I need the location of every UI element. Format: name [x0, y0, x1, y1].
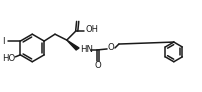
Text: HO: HO	[2, 54, 15, 63]
Text: O: O	[107, 43, 114, 52]
Text: I: I	[2, 37, 5, 46]
Text: HN: HN	[80, 45, 93, 54]
Polygon shape	[66, 40, 79, 50]
Text: O: O	[94, 61, 101, 70]
Text: OH: OH	[85, 25, 98, 34]
